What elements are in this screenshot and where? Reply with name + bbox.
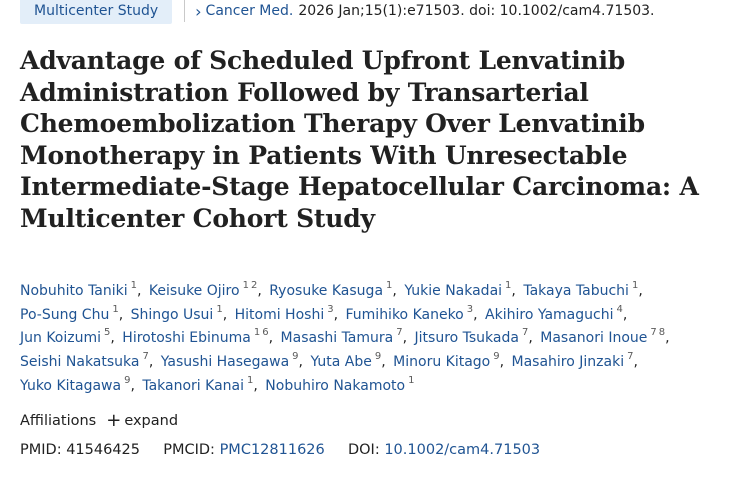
author-name[interactable]: Masahiro Jinzaki: [511, 354, 625, 371]
author-link[interactable]: Keisuke Ojiro 1 2: [148, 280, 258, 300]
author-name[interactable]: Masanori Inoue: [540, 330, 648, 347]
doi-label: DOI:: [347, 442, 380, 458]
author-name[interactable]: Fumihiko Kaneko: [345, 306, 464, 323]
affiliations-label: Affiliations: [20, 413, 97, 429]
affiliation-marker[interactable]: 3: [466, 303, 474, 315]
affiliation-marker[interactable]: 1: [242, 280, 249, 291]
affiliation-marker[interactable]: 7: [650, 327, 657, 339]
identifiers: PMID: 41546425 PMCID: PMC12811626 DOI: 1…: [20, 438, 540, 462]
doi-link[interactable]: 10.1002/cam4.71503: [384, 442, 541, 458]
author-link[interactable]: Masahiro Jinzaki 7: [511, 351, 634, 371]
author-name[interactable]: Po-Sung Chu: [20, 306, 110, 323]
author-name[interactable]: Yuta Abe: [310, 354, 372, 371]
affiliation-marker[interactable]: 1: [112, 303, 119, 315]
author-link[interactable]: Jitsuro Tsukada 7: [414, 327, 529, 347]
author-link[interactable]: Hirotoshi Ebinuma 1 6: [122, 327, 269, 347]
author-name[interactable]: Jitsuro Tsukada: [414, 330, 519, 347]
author-link[interactable]: Nobuhito Taniki 1: [20, 280, 138, 300]
author-name[interactable]: Jun Koizumi: [20, 330, 102, 347]
affiliation-marker[interactable]: 1: [386, 280, 393, 291]
publication-type-badge[interactable]: Multicenter Study: [20, 0, 173, 24]
affiliation-marker[interactable]: 9: [493, 351, 500, 363]
citation-text: 2026 Jan;15(1):e71503. doi: 10.1002/cam4…: [298, 3, 655, 19]
author-link[interactable]: Ryosuke Kasuga 1: [269, 280, 393, 300]
affiliation-marker[interactable]: 7: [521, 327, 529, 339]
affiliation-marker[interactable]: 1: [631, 280, 639, 291]
author-name[interactable]: Nobuhiro Nakamoto: [265, 377, 406, 394]
pmid-value: 41546425: [66, 442, 141, 458]
article-title: Advantage of Scheduled Upfront Lenvatini…: [20, 46, 699, 233]
author-name[interactable]: Yasushi Hasegawa: [160, 354, 290, 371]
author-list: Nobuhito Taniki 1, Keisuke Ojiro 1 2, Ryosu…: [20, 280, 670, 394]
affiliation-marker[interactable]: 9: [124, 374, 131, 386]
author-name[interactable]: Yukie Nakadai: [404, 283, 503, 299]
affiliation-marker[interactable]: 7: [627, 351, 634, 363]
author-name[interactable]: Akihiro Yamaguchi: [485, 306, 614, 323]
divider: [184, 0, 186, 22]
affiliation-marker[interactable]: 1: [253, 327, 261, 339]
author-link[interactable]: Akihiro Yamaguchi 4: [485, 303, 623, 323]
plus-icon[interactable]: +: [106, 410, 122, 431]
affiliation-marker[interactable]: 1: [130, 280, 138, 291]
affiliation-marker[interactable]: 2: [250, 280, 258, 291]
author-link[interactable]: Takanori Kanai 1: [142, 374, 254, 394]
author-name[interactable]: Seishi Nakatsuka: [20, 354, 140, 371]
author-name[interactable]: Hitomi Hoshi: [234, 306, 325, 323]
affiliations-toggle[interactable]: Affiliations + expand: [20, 412, 178, 430]
author-link[interactable]: Yuko Kitagawa 9: [20, 374, 131, 394]
affiliation-marker[interactable]: 4: [616, 303, 623, 315]
affiliation-marker[interactable]: 3: [327, 303, 334, 315]
author-name[interactable]: Keisuke Ojiro: [148, 283, 240, 299]
author-link[interactable]: Minoru Kitago 9: [393, 351, 500, 371]
author-link[interactable]: Masashi Tamura 7: [280, 327, 403, 347]
pmid-label: PMID:: [20, 442, 62, 458]
author-link[interactable]: Masanori Inoue 7 8: [540, 327, 666, 347]
affiliation-marker[interactable]: 6: [262, 327, 269, 339]
expand-button[interactable]: expand: [124, 413, 179, 429]
author-link[interactable]: Yuta Abe 9: [310, 351, 382, 371]
affiliation-marker[interactable]: 9: [374, 351, 382, 363]
author-link[interactable]: Yukie Nakadai 1: [404, 280, 512, 300]
author-name[interactable]: Takaya Tabuchi: [523, 283, 629, 299]
author-link[interactable]: Hitomi Hoshi 3: [234, 303, 334, 323]
author-name[interactable]: Nobuhito Taniki: [20, 283, 128, 299]
author-link[interactable]: Nobuhiro Nakamoto 1: [265, 374, 415, 394]
affiliation-marker[interactable]: 1: [247, 374, 254, 386]
pmcid-label: PMCID:: [163, 442, 215, 458]
pmcid-link[interactable]: PMC12811626: [219, 442, 325, 458]
author-link[interactable]: Jun Koizumi 5: [20, 327, 111, 347]
affiliation-marker[interactable]: 9: [292, 351, 299, 363]
author-name[interactable]: Yuko Kitagawa: [20, 377, 122, 394]
affiliation-marker[interactable]: 8: [658, 327, 666, 339]
author-name[interactable]: Ryosuke Kasuga: [269, 283, 384, 299]
author-name[interactable]: Shingo Usui: [130, 306, 214, 323]
chevron-right-icon[interactable]: ›: [195, 1, 202, 21]
affiliation-marker[interactable]: 7: [396, 327, 403, 339]
author-link[interactable]: Takaya Tabuchi 1: [523, 280, 639, 300]
author-link[interactable]: Fumihiko Kaneko 3: [345, 303, 474, 323]
author-name[interactable]: Minoru Kitago: [393, 354, 491, 371]
author-name[interactable]: Takanori Kanai: [142, 377, 245, 394]
author-link[interactable]: Seishi Nakatsuka 7: [20, 351, 149, 371]
affiliation-marker[interactable]: 1: [505, 280, 512, 291]
author-name[interactable]: Masashi Tamura: [280, 330, 394, 347]
author-link[interactable]: Shingo Usui 1: [130, 303, 223, 323]
affiliation-marker[interactable]: 1: [216, 303, 223, 315]
author-link[interactable]: Po-Sung Chu 1: [20, 303, 119, 323]
citation-bar: Multicenter Study › Cancer Med. 2026 Jan…: [20, 0, 655, 26]
journal-link[interactable]: Cancer Med.: [205, 3, 294, 19]
author-link[interactable]: Yasushi Hasegawa 9: [160, 351, 299, 371]
author-name[interactable]: Hirotoshi Ebinuma: [122, 330, 251, 347]
affiliation-marker[interactable]: 1: [408, 374, 415, 386]
affiliation-marker[interactable]: 7: [142, 351, 149, 363]
affiliation-marker[interactable]: 5: [104, 327, 111, 339]
